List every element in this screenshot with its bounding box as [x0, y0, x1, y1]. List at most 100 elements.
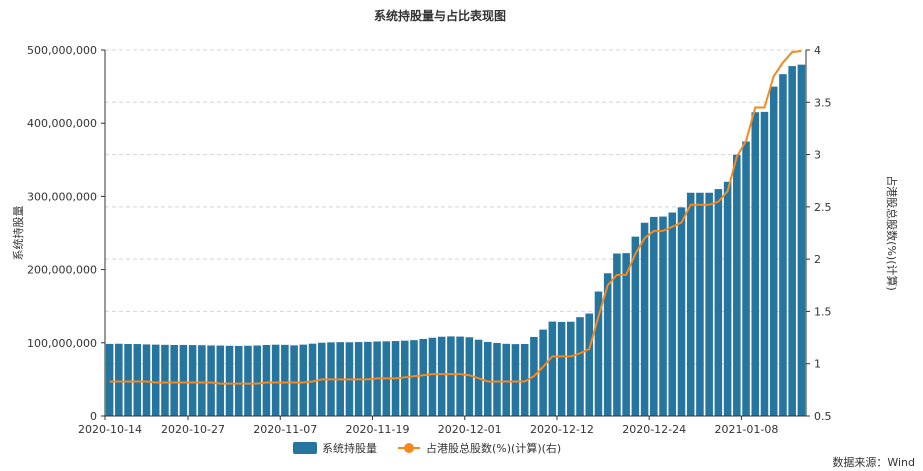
bar	[290, 345, 298, 416]
bar	[677, 207, 686, 416]
y-left-tick-label: 200,000,000	[27, 264, 97, 277]
x-tick-label: 2020-12-01	[438, 423, 502, 436]
bar	[594, 291, 603, 416]
y-right-tick-label: 1.5	[814, 305, 832, 318]
bar	[262, 345, 271, 416]
bar	[576, 317, 584, 416]
x-tick-label: 2020-11-07	[253, 423, 317, 436]
bar	[484, 341, 492, 416]
bar	[437, 336, 446, 416]
bar	[124, 343, 132, 416]
y-right-tick-label: 2	[814, 253, 821, 266]
bar	[751, 112, 760, 416]
bar	[788, 66, 796, 416]
y-right-axis-label: 占港股总股数(%)(计算)	[885, 175, 899, 291]
bar	[696, 192, 704, 416]
bar	[585, 313, 594, 416]
y-right-tick-label: 3	[814, 149, 821, 162]
bar	[742, 141, 750, 416]
bar	[502, 343, 511, 416]
bar	[714, 189, 723, 416]
y-left-tick-label: 300,000,000	[27, 190, 97, 203]
bar	[640, 222, 649, 416]
bar	[234, 345, 243, 416]
bar	[705, 192, 713, 416]
bar	[447, 336, 455, 416]
bar	[216, 345, 225, 416]
bar	[271, 344, 280, 416]
x-tick-label: 2020-11-19	[346, 423, 410, 436]
legend-line-marker	[404, 443, 414, 453]
source-note: 数据来源：Wind	[832, 455, 915, 469]
bar	[465, 337, 474, 416]
x-tick-label: 2021-01-08	[714, 423, 778, 436]
y-left-tick-labels: 0 100,000,000 200,000,000 300,000,000 400,00…	[27, 44, 97, 423]
y-right-tick-label: 1	[814, 358, 821, 371]
bar	[603, 273, 612, 416]
bar	[769, 86, 778, 416]
bar	[631, 236, 640, 416]
y-right-tick-label: 3.5	[814, 96, 832, 109]
bar	[170, 345, 178, 416]
bar	[622, 253, 630, 416]
y-right-tick-labels: 0.5 1 1.5 2 2.5 3 3.5 4	[814, 44, 832, 423]
legend-bar-label: 系统持股量	[322, 441, 377, 455]
bar	[557, 321, 566, 416]
x-tick-label: 2020-10-27	[161, 423, 225, 436]
bar	[456, 336, 464, 416]
legend-bar-swatch	[293, 442, 317, 454]
y-left-tick-label: 500,000,000	[27, 44, 97, 57]
y-left-tick-label: 100,000,000	[27, 337, 97, 350]
bar	[308, 343, 317, 416]
bar	[198, 345, 206, 416]
bar	[281, 344, 289, 416]
bar	[133, 344, 142, 416]
axes	[101, 49, 810, 420]
bar	[299, 344, 308, 416]
bar	[151, 344, 160, 416]
y-left-tick-label: 0	[90, 410, 97, 423]
bar	[115, 343, 123, 416]
bar	[668, 212, 677, 416]
bar	[188, 345, 197, 416]
x-tick-labels: 2020-10-14 2020-10-27 2020-11-07 2020-11-19…	[78, 423, 778, 436]
y-right-tick-label: 0.5	[814, 410, 832, 423]
bar	[760, 111, 769, 416]
bar	[161, 344, 169, 416]
x-tick-label: 2020-12-24	[622, 423, 686, 436]
bar	[225, 345, 234, 416]
x-tick-label: 2020-10-14	[78, 423, 142, 436]
bar	[142, 344, 151, 416]
y-left-tick-label: 400,000,000	[27, 117, 97, 130]
bar	[520, 343, 529, 416]
y-left-axis-label: 系统持股量	[11, 206, 25, 261]
bar	[410, 340, 418, 416]
line-series	[109, 50, 802, 385]
bar	[207, 345, 215, 416]
bar	[686, 192, 695, 416]
bar	[244, 345, 252, 416]
bar	[539, 329, 547, 416]
bar	[511, 344, 520, 416]
bar	[567, 321, 575, 416]
bar	[400, 340, 409, 416]
bar	[493, 343, 501, 416]
legend: 系统持股量 占港股总股数(%)(计算)(右)	[293, 441, 561, 455]
chart-title: 系统持股量与占比表现图	[374, 8, 506, 23]
bar	[179, 344, 188, 416]
bar	[428, 337, 437, 416]
bar	[253, 345, 261, 416]
y-right-tick-label: 4	[814, 44, 821, 57]
x-tick-label: 2020-12-12	[530, 423, 594, 436]
bar	[779, 74, 787, 416]
bar	[797, 64, 806, 416]
bar	[548, 321, 557, 416]
bar	[723, 181, 732, 416]
y-right-tick-label: 2.5	[814, 201, 832, 214]
bar	[733, 154, 741, 416]
bar	[659, 216, 667, 416]
bar	[613, 253, 621, 416]
bar	[105, 343, 114, 416]
bar	[650, 216, 658, 416]
